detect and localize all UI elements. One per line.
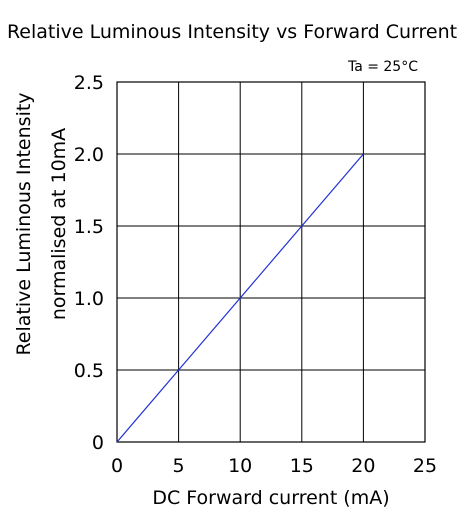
y-tick-label: 0 (92, 432, 104, 454)
x-tick-label: 5 (173, 455, 185, 477)
y-axis-label-line2: normalised at 10mA (48, 128, 70, 320)
x-tick-labels: 0 5 10 15 20 25 (111, 455, 437, 477)
chart-title: Relative Luminous Intensity vs Forward C… (7, 21, 457, 43)
y-axis-label-line1: Relative Luminous Intensity (13, 92, 35, 355)
y-tick-label: 1.5 (74, 216, 104, 238)
series-layer (116, 153, 364, 443)
series-line (116, 153, 364, 443)
x-tick-label: 15 (290, 455, 314, 477)
x-axis-label: DC Forward current (mA) (152, 487, 389, 509)
y-tick-label: 2.0 (74, 144, 104, 166)
y-tick-labels: 0 0.5 1.0 1.5 2.0 2.5 (74, 72, 104, 454)
x-tick-label: 25 (413, 455, 437, 477)
x-tick-label: 0 (111, 455, 123, 477)
y-tick-label: 2.5 (74, 72, 104, 94)
y-tick-label: 1.0 (74, 288, 104, 310)
x-tick-label: 10 (228, 455, 252, 477)
temperature-annotation: Ta = 25°C (347, 59, 418, 75)
y-tick-label: 0.5 (74, 360, 104, 382)
x-tick-label: 20 (351, 455, 375, 477)
plot-frame (116, 81, 426, 443)
